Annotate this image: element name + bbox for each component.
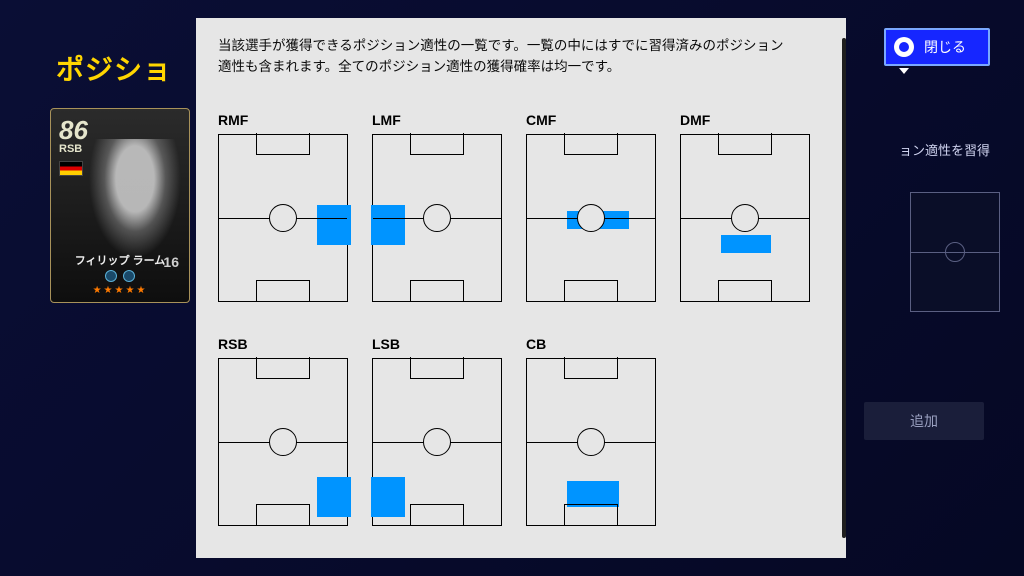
position-cell-rmf[interactable]: RMF [218,112,358,302]
position-cell-lsb[interactable]: LSB [372,336,512,526]
add-button[interactable]: 追加 [864,402,984,440]
player-number: 16 [163,254,179,270]
pitch-diagram [218,134,348,302]
position-label: CB [526,336,666,352]
position-zone [371,477,405,517]
player-card[interactable]: 86 RSB フィリップ ラーム 16 ★★★★★ [50,108,190,303]
chevron-down-icon [899,68,909,74]
position-list-modal: 当該選手が獲得できるポジション適性の一覧です。一覧の中にはすでに習得済みのポジシ… [196,18,846,558]
background-pitch-preview [910,192,1000,312]
player-badges [51,270,189,284]
position-zone [317,205,351,245]
player-stars: ★★★★★ [51,285,189,296]
pitch-diagram [372,358,502,526]
close-button[interactable]: 閉じる [884,28,990,66]
position-cell-rsb[interactable]: RSB [218,336,358,526]
position-cell-cb[interactable]: CB [526,336,666,526]
position-label: LSB [372,336,512,352]
pitch-diagram [680,134,810,302]
position-zone [721,235,771,253]
position-grid: RMF LMF CMF DMF RSB LSB CB [218,112,824,526]
flag-germany-icon [59,161,83,176]
position-zone [371,205,405,245]
close-button-label: 閉じる [924,37,966,57]
player-position: RSB [59,143,82,155]
position-label: RMF [218,112,358,128]
pitch-diagram [526,358,656,526]
position-cell-dmf[interactable]: DMF [680,112,820,302]
position-zone [317,477,351,517]
app-root: ポジショ 86 RSB フィリップ ラーム 16 ★★★★★ ョン適性を習得 追… [0,0,1024,576]
position-label: CMF [526,112,666,128]
pitch-diagram [218,358,348,526]
position-label: RSB [218,336,358,352]
modal-description: 当該選手が獲得できるポジション適性の一覧です。一覧の中にはすでに習得済みのポジシ… [218,36,824,78]
position-cell-cmf[interactable]: CMF [526,112,666,302]
position-label: LMF [372,112,512,128]
pitch-diagram [526,134,656,302]
page-title: ポジショ [56,48,172,88]
position-cell-lmf[interactable]: LMF [372,112,512,302]
position-label: DMF [680,112,820,128]
close-circle-icon [894,37,914,57]
modal-scrollbar[interactable] [842,38,846,538]
pitch-diagram [372,134,502,302]
position-zone [567,481,619,507]
background-hint-text: ョン適性を習得 [899,140,990,159]
